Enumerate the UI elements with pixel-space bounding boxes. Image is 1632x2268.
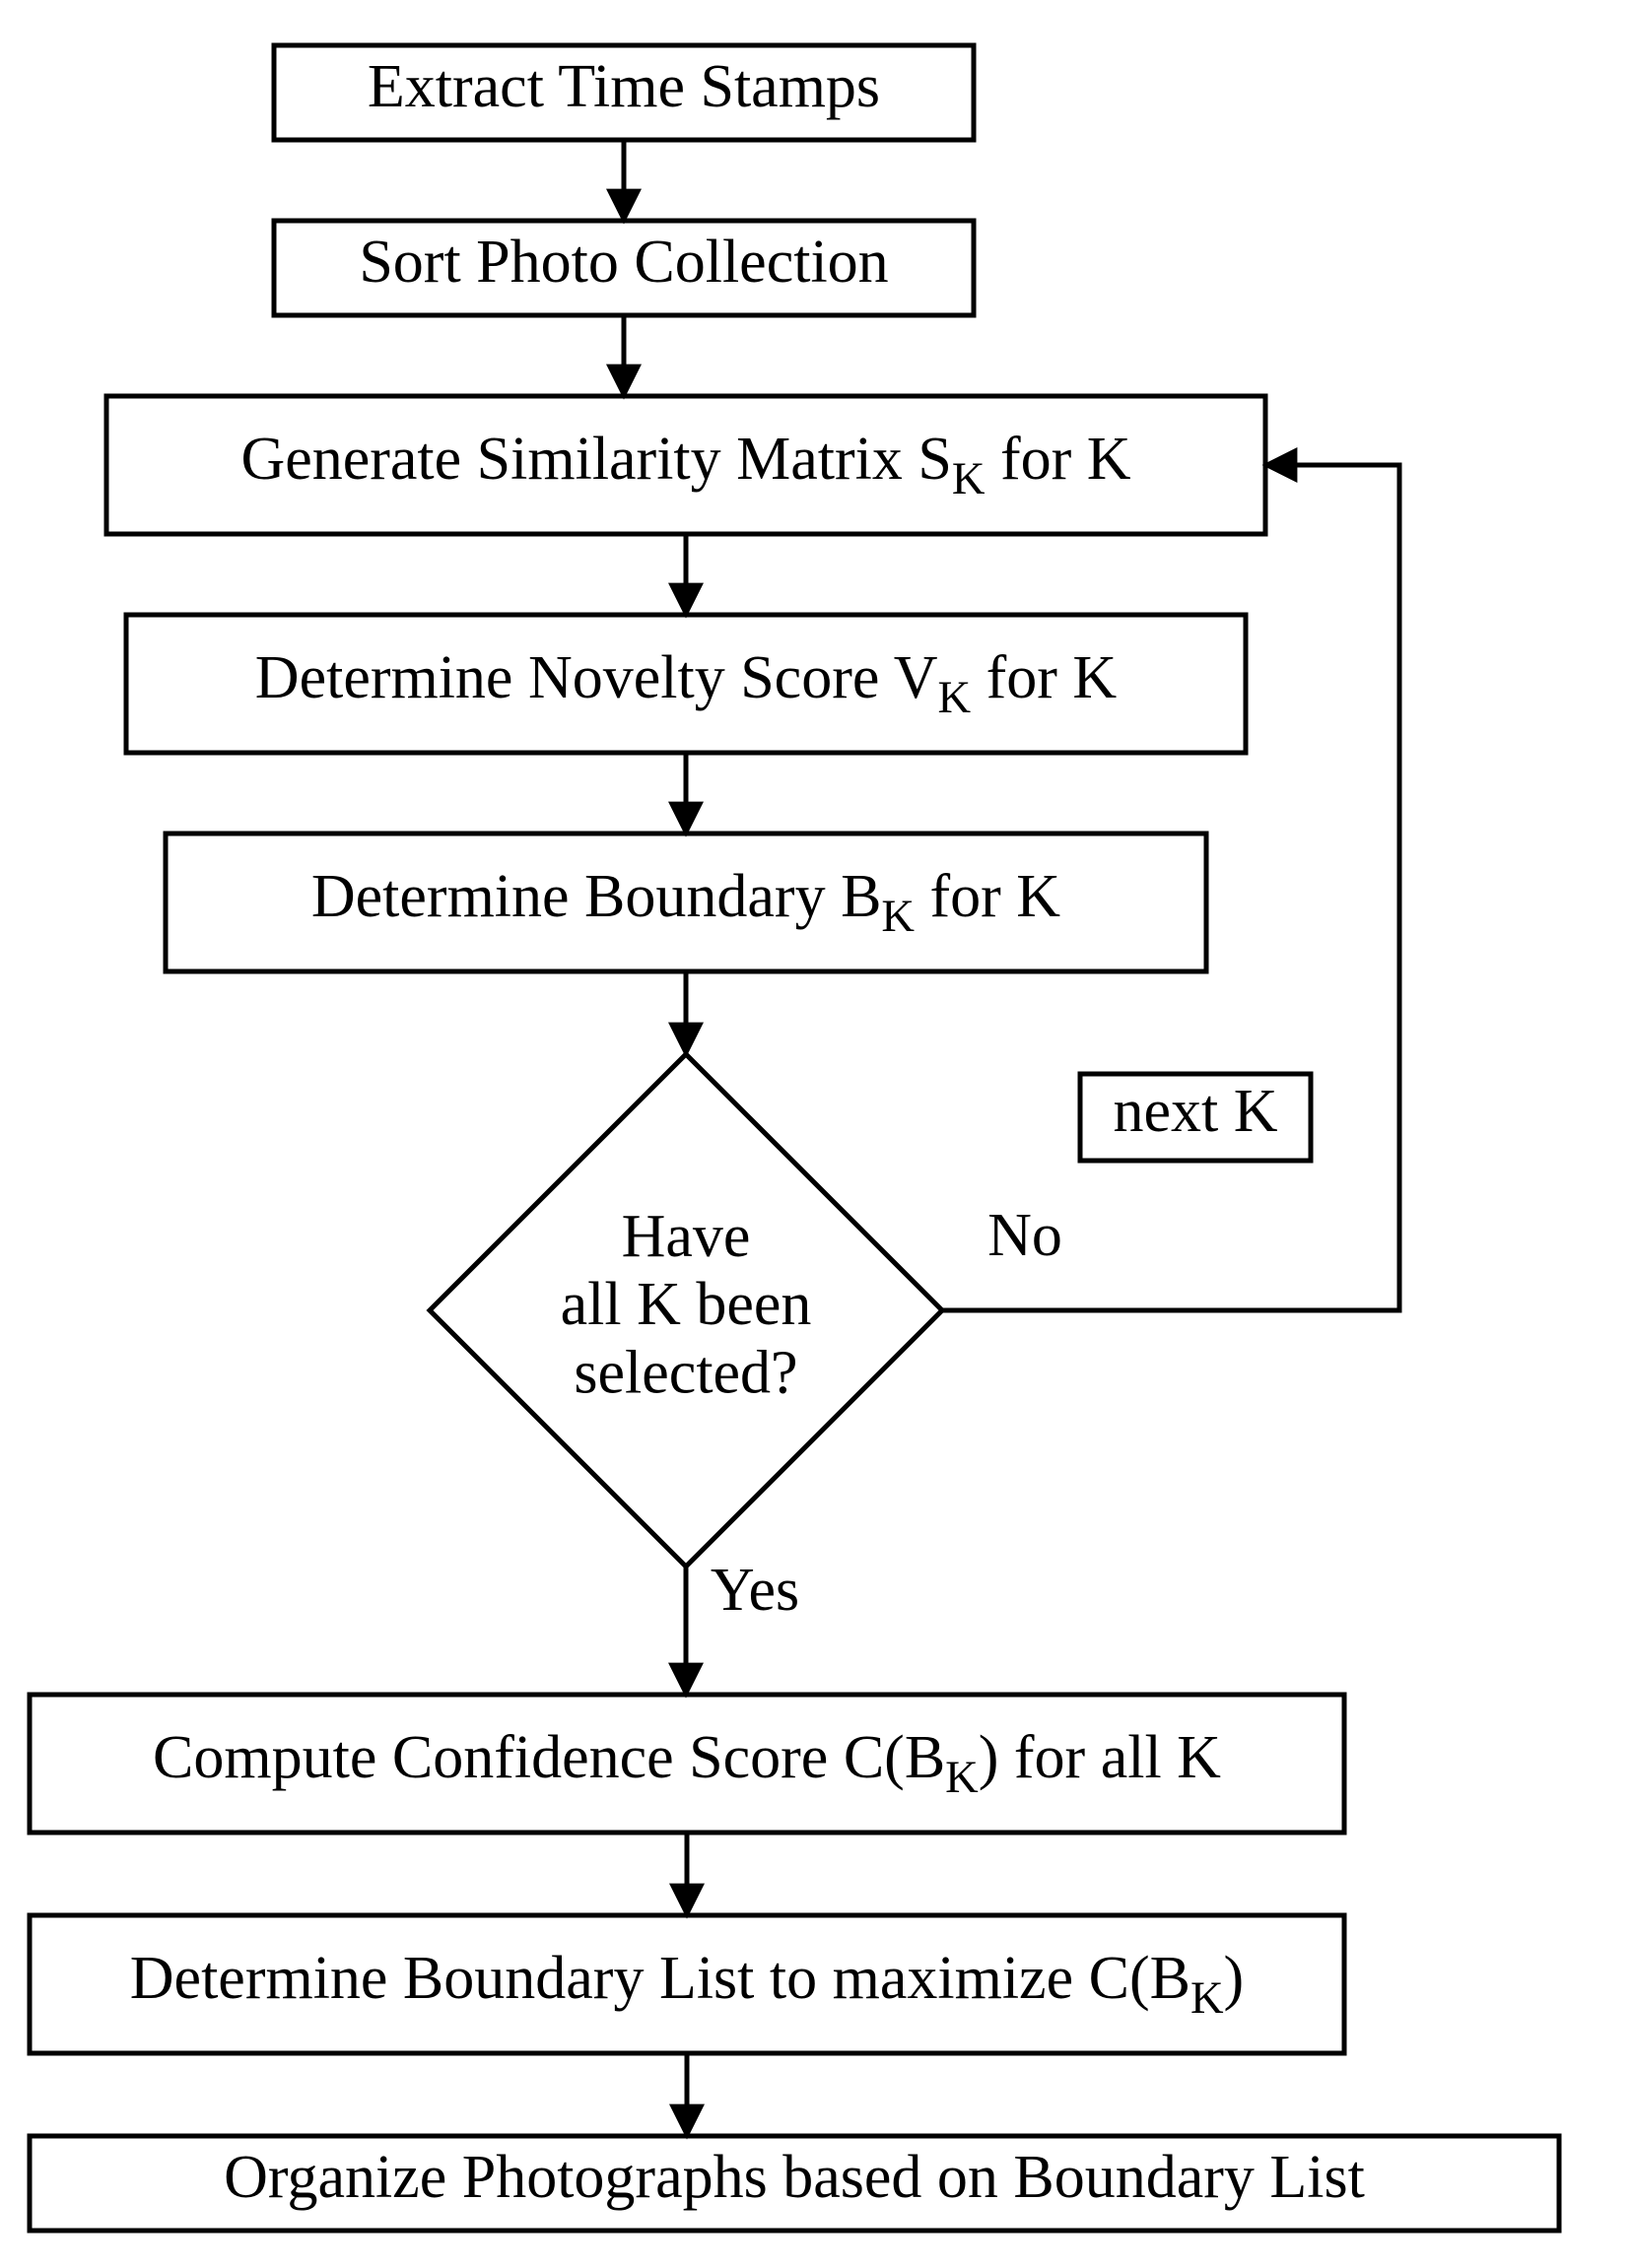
svg-text:Sort Photo Collection: Sort Photo Collection <box>359 229 888 296</box>
svg-text:selected?: selected? <box>574 1340 797 1407</box>
node-n1: Extract Time Stamps <box>274 45 974 140</box>
edge-label-yes: Yes <box>711 1557 799 1624</box>
svg-text:Organize Photographs based on: Organize Photographs based on Boundary L… <box>224 2144 1365 2211</box>
node-n7: Determine Boundary List to maximize C(BK… <box>30 1915 1344 2053</box>
node-n3: Generate Similarity Matrix SK for K <box>106 396 1265 534</box>
edge-label-no: No <box>987 1202 1062 1269</box>
svg-text:Have: Have <box>622 1203 751 1270</box>
svg-text:Determine Boundary List to max: Determine Boundary List to maximize C(BK… <box>130 1945 1244 2023</box>
svg-text:all K been: all K been <box>561 1271 812 1338</box>
svg-text:Generate Similarity Matrix SK: Generate Similarity Matrix SK for K <box>240 426 1130 503</box>
svg-text:Extract Time Stamps: Extract Time Stamps <box>368 53 880 120</box>
svg-text:next K: next K <box>1113 1078 1277 1145</box>
node-n8: Organize Photographs based on Boundary L… <box>30 2136 1559 2231</box>
svg-text:Determine Boundary BK for K: Determine Boundary BK for K <box>311 863 1060 941</box>
node-n4: Determine Novelty Score VK for K <box>126 615 1246 753</box>
node-n5: Determine Boundary BK for K <box>166 834 1206 971</box>
svg-text:Determine Novelty Score VK for: Determine Novelty Score VK for K <box>255 644 1118 722</box>
node-n2: Sort Photo Collection <box>274 221 974 315</box>
node-nNextK: next K <box>1080 1074 1311 1161</box>
node-n6: Compute Confidence Score C(BK) for all K <box>30 1695 1344 1833</box>
node-nDec: Haveall K beenselected? <box>430 1054 942 1567</box>
svg-text:Compute Confidence Score C(BK): Compute Confidence Score C(BK) for all K <box>153 1724 1221 1802</box>
